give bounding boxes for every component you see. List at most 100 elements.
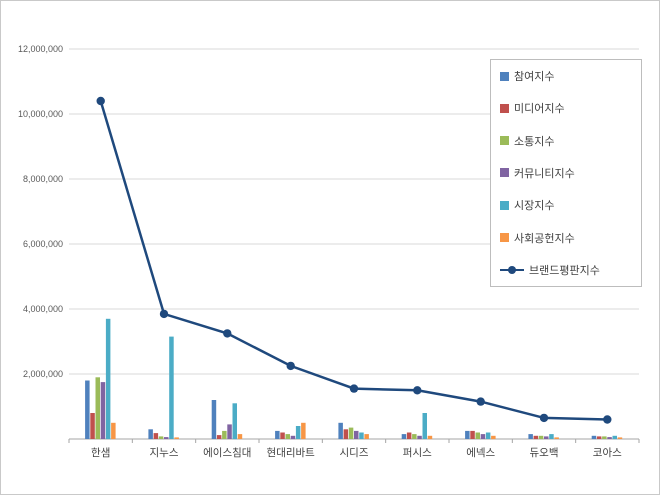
bar-커뮤니티지수 [480, 434, 486, 439]
legend-item-커뮤니티지수: 커뮤니티지수 [500, 166, 632, 180]
bar-시장지수 [105, 318, 111, 440]
x-axis-category-label: 에이스침대 [203, 447, 251, 459]
legend-label: 커뮤니티지수 [514, 167, 575, 180]
bar-참여지수 [148, 429, 153, 440]
bar-참여지수 [591, 435, 597, 440]
y-axis-tick-label: 6,000,000 [23, 239, 63, 249]
bar-미디어지수 [90, 413, 95, 439]
bar-참여지수 [211, 400, 217, 439]
bar-시장지수 [422, 413, 427, 439]
legend-line-swatch [500, 265, 524, 275]
bar-미디어지수 [343, 429, 349, 440]
y-axis-tick-label: 2,000,000 [23, 369, 63, 379]
bar-사회공헌지수 [617, 437, 623, 439]
legend-label: 브랜드평판지수 [529, 264, 600, 277]
legend-swatch [500, 200, 509, 210]
bar-시장지수 [612, 435, 617, 440]
legend-label: 소통지수 [514, 135, 555, 148]
bar-시장지수 [485, 432, 491, 439]
bar-커뮤니티지수 [227, 424, 232, 439]
y-axis-tick-label: 10,000,000 [18, 109, 63, 119]
bar-시장지수 [295, 426, 301, 439]
bar-참여지수 [338, 422, 343, 440]
bar-소통지수 [602, 436, 607, 439]
line-marker [603, 415, 612, 424]
bar-소통지수 [158, 436, 164, 439]
bar-미디어지수 [153, 433, 159, 439]
bar-사회공헌지수 [491, 435, 496, 440]
x-axis-category-label: 코아스 [593, 447, 622, 459]
bar-사회공헌지수 [174, 437, 179, 439]
bar-미디어지수 [216, 435, 222, 439]
bar-시장지수 [232, 403, 237, 440]
bar-미디어지수 [280, 432, 285, 439]
x-axis-category-label: 한샘 [91, 447, 110, 459]
bar-커뮤니티지수 [290, 435, 296, 440]
bar-커뮤니티지수 [544, 436, 549, 439]
legend-line-marker [508, 265, 516, 274]
bar-참여지수 [528, 434, 533, 439]
bar-커뮤니티지수 [607, 437, 612, 439]
bar-시장지수 [359, 432, 364, 439]
bar-시장지수 [549, 434, 554, 439]
bar-사회공헌지수 [364, 434, 369, 439]
bar-참여지수 [85, 380, 90, 439]
bar-소통지수 [348, 427, 354, 439]
bar-미디어지수 [596, 436, 602, 439]
bar-사회공헌지수 [427, 435, 433, 440]
legend-item-참여지수: 참여지수 [500, 69, 632, 83]
bar-사회공헌지수 [111, 422, 116, 440]
legend-item-소통지수: 소통지수 [500, 134, 632, 148]
bar-소통지수 [285, 434, 290, 439]
bar-시장지수 [169, 336, 174, 439]
bar-사회공헌지수 [301, 422, 306, 440]
y-axis-tick-label: 12,000,000 [18, 44, 63, 54]
legend-label: 사회공헌지수 [514, 232, 575, 245]
x-axis-category-label: 듀오백 [530, 447, 559, 459]
line-marker [96, 96, 105, 106]
x-axis-category-label: 현대리바트 [267, 447, 316, 459]
legend-swatch [500, 103, 509, 113]
x-axis-category-label: 시디즈 [340, 447, 369, 459]
y-axis-tick-label: 8,000,000 [23, 174, 63, 184]
legend-swatch [500, 168, 509, 178]
bar-소통지수 [475, 432, 480, 439]
bar-소통지수 [222, 430, 227, 439]
x-axis-category-label: 에넥스 [466, 447, 495, 459]
legend-swatch [500, 71, 509, 81]
legend-item-사회공헌지수: 사회공헌지수 [500, 231, 632, 245]
bar-사회공헌지수 [554, 437, 559, 439]
bar-참여지수 [401, 434, 407, 439]
legend-swatch [500, 233, 509, 243]
bar-소통지수 [95, 377, 100, 440]
bar-커뮤니티지수 [164, 437, 169, 439]
bar-커뮤니티지수 [100, 382, 106, 439]
legend-item-시장지수: 시장지수 [500, 198, 632, 212]
line-marker [159, 309, 169, 319]
line-marker [413, 386, 422, 395]
legend-label: 미디어지수 [514, 103, 565, 116]
line-marker [286, 361, 295, 371]
line-marker [223, 329, 232, 338]
x-axis-category-label: 퍼시스 [403, 447, 432, 459]
y-axis-tick-label: 4,000,000 [23, 304, 63, 314]
bar-소통지수 [538, 435, 544, 440]
bar-커뮤니티지수 [417, 435, 422, 440]
bar-사회공헌지수 [237, 434, 243, 439]
bar-커뮤니티지수 [354, 430, 359, 439]
x-axis-category-label: 지누스 [150, 447, 179, 459]
legend-item-브랜드평판지수: 브랜드평판지수 [500, 263, 632, 277]
line-marker [349, 384, 359, 393]
bar-미디어지수 [470, 430, 475, 439]
bar-소통지수 [412, 434, 417, 439]
bar-미디어지수 [533, 435, 539, 440]
legend-label: 참여지수 [514, 71, 555, 83]
line-marker [476, 397, 485, 406]
bar-참여지수 [275, 430, 280, 439]
legend-swatch [500, 136, 509, 146]
bar-참여지수 [465, 430, 470, 439]
line-marker [539, 413, 549, 423]
